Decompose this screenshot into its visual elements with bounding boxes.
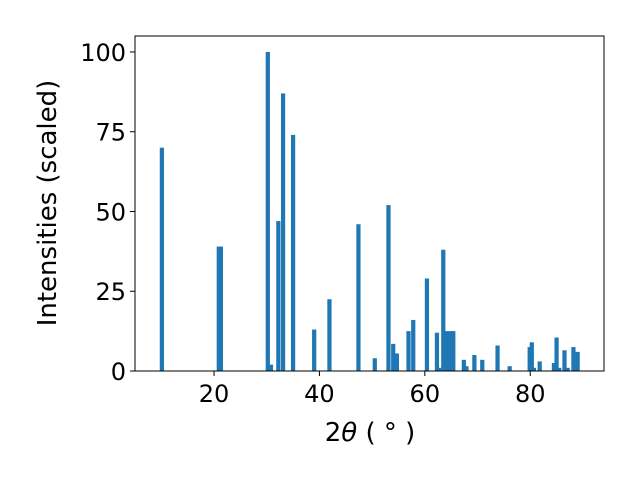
plot-frame [134, 35, 605, 372]
bar [372, 358, 377, 371]
bar [448, 331, 453, 371]
bars-group [159, 51, 580, 372]
x-tick-label: 80 [515, 380, 546, 408]
y-tick-label: 25 [95, 278, 126, 306]
x-tick-label: 40 [304, 380, 335, 408]
bar [507, 366, 512, 371]
y-axis-label: Intensities (scaled) [33, 80, 63, 327]
bar [394, 353, 400, 371]
bar [557, 367, 562, 371]
bar [531, 367, 537, 371]
bar [327, 299, 332, 371]
bar [290, 134, 296, 371]
bar [276, 221, 281, 371]
bar [434, 332, 440, 371]
ticks-group: 20 40 60 80 0 25 50 75 100 [80, 39, 545, 408]
bar [424, 278, 430, 371]
bar [159, 147, 164, 371]
x-tick-label: 60 [410, 380, 441, 408]
bar [441, 249, 446, 371]
y-tick-label: 75 [95, 119, 126, 147]
y-tick-label: 50 [95, 198, 126, 226]
bar [575, 351, 580, 371]
bar [280, 93, 286, 372]
bar [312, 329, 317, 371]
bar [218, 246, 224, 371]
bar [451, 331, 456, 371]
bar [268, 364, 274, 371]
x-axis-label: 2θ ( ° ) [325, 418, 416, 448]
y-tick-label: 0 [111, 358, 126, 386]
bar [464, 366, 469, 371]
bar [551, 363, 557, 371]
bar [386, 205, 391, 371]
bar [436, 367, 442, 371]
bar [472, 355, 477, 371]
bar [480, 359, 485, 371]
bar [461, 359, 466, 371]
bar [356, 224, 361, 371]
x-tick-label: 20 [199, 380, 230, 408]
bar [562, 350, 567, 371]
bar [571, 347, 576, 371]
bar [495, 345, 500, 371]
bar [529, 342, 534, 371]
bar [265, 51, 270, 371]
bar [554, 337, 559, 371]
bar [391, 343, 396, 371]
bar [411, 319, 416, 371]
bar [565, 367, 570, 371]
y-tick-label: 100 [80, 39, 126, 67]
bar [444, 331, 450, 371]
bar [406, 331, 411, 371]
bar [537, 361, 542, 371]
